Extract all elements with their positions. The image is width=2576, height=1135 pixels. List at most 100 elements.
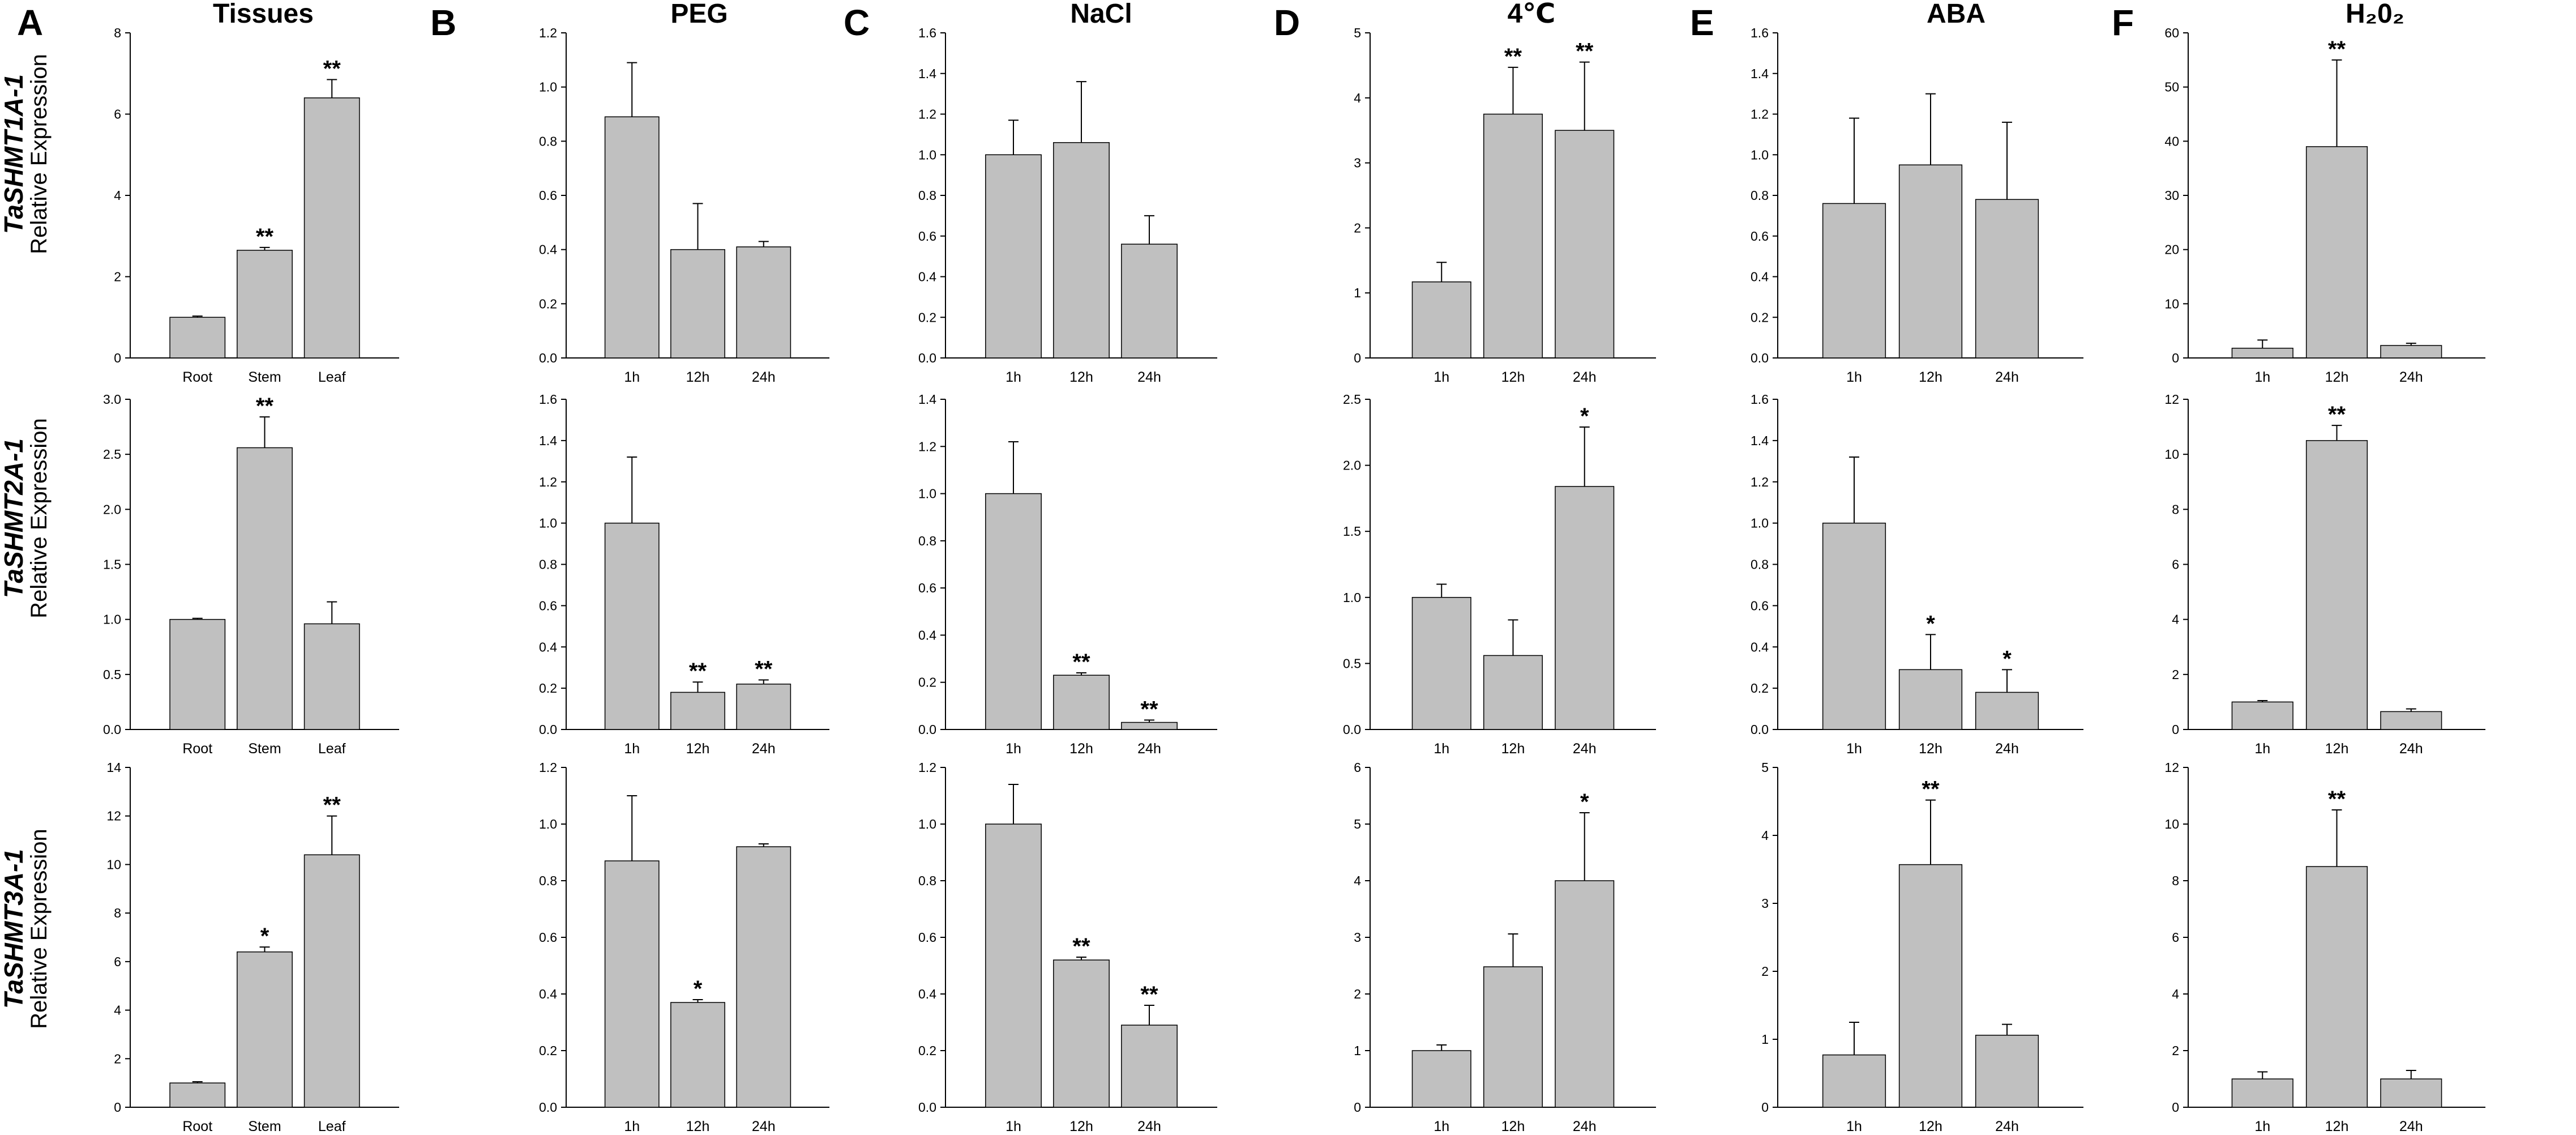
y-tick-label: 1.5 [103,557,121,572]
y-tick-label: 0.8 [539,134,557,148]
x-tick-label: 1h [1846,1119,1862,1134]
y-tick-label: 0.0 [539,351,557,365]
x-tick-label: Leaf [318,741,346,757]
bar-24h [1121,1025,1178,1108]
y-axis-label: Relative Expression [27,829,52,1029]
y-tick-label: 4 [114,188,121,203]
y-tick-label: 12 [2164,392,2179,407]
x-tick-label: 12h [2325,741,2349,757]
bar-1h [1411,281,1471,359]
x-tick-label: 24h [1995,741,2019,757]
y-tick-label: 0.5 [1343,656,1361,671]
panel-tashmt2a-1-nacl: 0.0 0.2 0.4 0.6 0.8 1.0 1.2 1.4 1h ** 12h ** 24h [918,392,1217,757]
bar-12h [1898,864,1963,1108]
bar-24h [1121,244,1178,359]
x-tick-label: 1h [2254,1119,2270,1134]
bar-leaf [303,97,360,359]
x-tick-label: Root [182,369,212,385]
panel-tashmt2a-1-h-0: 0 2 4 6 8 10 12 1h ** 12h 24h [2164,392,2485,757]
significance-label: * [1926,611,1935,636]
bar-24h [736,684,791,730]
significance-label: ** [256,224,274,249]
y-tick-label: 0.4 [1751,270,1769,284]
bar-24h [1555,486,1615,730]
y-tick-label: 0.8 [918,873,936,888]
x-tick-label: 12h [1919,369,1942,385]
bar-1h [604,522,660,730]
bar-1h [1411,1050,1471,1108]
y-tick-label: 0.6 [1751,598,1769,613]
bar-24h [2380,1078,2442,1108]
y-tick-label: 5 [1761,760,1769,775]
significance-label: * [1580,790,1589,814]
y-tick-label: 1.6 [539,392,557,407]
x-tick-label: 24h [2399,741,2423,757]
y-tick-label: 0.8 [1751,188,1769,203]
y-tick-label: 0 [2172,351,2179,365]
y-tick-label: 0.5 [103,667,121,682]
panel-letter-d: D [1274,2,1300,43]
y-tick-label: 2 [114,1051,121,1066]
bar-stem [237,951,293,1108]
bar-24h [1975,692,2039,730]
y-tick-label: 1.0 [1751,147,1769,162]
y-tick-label: 4 [2172,612,2179,627]
significance-label: ** [1504,44,1522,69]
panel-tashmt3a-1-peg: 0.0 0.2 0.4 0.6 0.8 1.0 1.2 1h * 12h 24h [539,760,829,1134]
significance-label: ** [1140,697,1158,722]
significance-label: ** [1072,650,1090,675]
x-tick-label: Root [182,741,212,757]
y-axis-label: Relative Expression [27,418,52,618]
y-tick-label: 1.2 [1751,107,1769,122]
bar-24h [1975,1035,2039,1108]
bar-12h [1053,675,1110,730]
y-tick-label: 0.2 [539,296,557,311]
y-tick-label: 0 [1761,1100,1769,1115]
y-tick-label: 0.2 [918,310,936,325]
y-tick-label: 0 [114,1100,121,1115]
x-tick-label: 12h [2325,369,2349,385]
significance-label: * [2002,646,2012,671]
bar-1h [604,860,660,1108]
x-tick-label: 1h [1005,369,1021,385]
y-tick-label: 0.0 [1343,722,1361,737]
bar-1h [1822,522,1886,730]
bar-12h [1898,164,1963,359]
y-tick-label: 6 [1354,760,1361,775]
y-tick-label: 10 [106,857,121,872]
bar-1h [2231,1078,2293,1108]
panel-letter-f: F [2112,2,2134,43]
bar-24h [2380,345,2442,359]
x-tick-label: 1h [1434,1119,1449,1134]
row-label-tashmt3a-1: TaSHMT3A-1 Relative Expression [0,829,52,1029]
y-tick-label: 1.0 [918,817,936,831]
y-tick-label: 1.2 [539,475,557,489]
y-tick-label: 2 [1354,987,1361,1001]
bar-12h [2305,440,2368,730]
x-tick-label: 1h [2254,369,2270,385]
x-tick-label: 1h [1434,369,1449,385]
x-tick-label: 12h [1069,1119,1093,1134]
y-tick-label: 50 [2164,80,2179,95]
y-tick-label: 1 [1354,285,1361,300]
x-tick-label: 12h [1501,369,1525,385]
y-tick-label: 1.4 [918,392,936,407]
gene-label: TaSHMT1A-1 [0,74,28,234]
panel-tashmt1a-1-h-0: 0 10 20 30 40 50 60 1h ** 12h 24h [2164,25,2485,385]
column-title-aba: ABA [1927,0,1986,29]
y-tick-label: 1.2 [918,439,936,454]
significance-label: ** [256,394,274,419]
x-tick-label: 24h [1573,741,1597,757]
y-tick-label: 10 [2164,447,2179,462]
y-tick-label: 0.6 [918,581,936,595]
y-tick-label: 14 [106,760,121,775]
y-tick-label: 60 [2164,25,2179,40]
bar-1h [985,823,1042,1108]
y-tick-label: 0.6 [918,930,936,945]
y-tick-label: 0 [1354,1100,1361,1115]
bar-12h [1053,959,1110,1108]
panel-tashmt2a-1-aba: 0.0 0.2 0.4 0.6 0.8 1.0 1.2 1.4 1.6 1h * 12h * 24h [1751,392,2083,757]
y-tick-label: 1.0 [1343,590,1361,605]
column-title-peg: PEG [670,0,728,29]
